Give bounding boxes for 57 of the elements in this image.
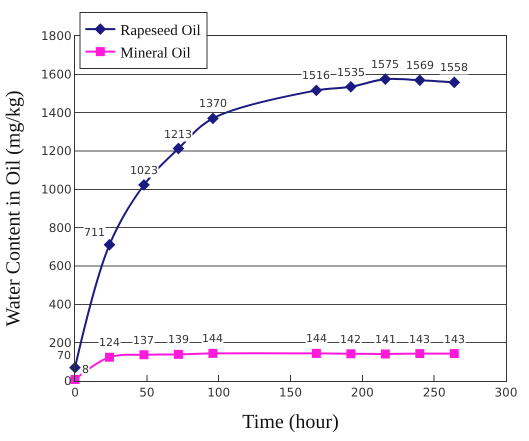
data-label: 143 — [409, 333, 430, 346]
point — [104, 238, 116, 251]
x-tick-label: 250 — [422, 385, 446, 400]
point — [450, 349, 459, 358]
data-label: 1516 — [302, 69, 330, 82]
data-label: 1535 — [337, 66, 365, 79]
data-label: 143 — [444, 333, 465, 346]
x-tick-label: 300 — [494, 385, 518, 400]
x-tick-label: 50 — [139, 385, 154, 400]
legend-label: Mineral Oil — [120, 45, 191, 62]
point — [172, 142, 184, 154]
data-label: 70 — [57, 349, 71, 362]
data-label: 1575 — [371, 58, 399, 71]
x-tick-label: 200 — [350, 385, 374, 400]
data-label: 1569 — [406, 59, 434, 72]
point — [138, 179, 150, 191]
point — [448, 76, 460, 88]
data-label: 1213 — [164, 128, 192, 141]
x-tick-label: 150 — [279, 385, 302, 400]
y-tick-label: 1800 — [41, 29, 72, 44]
data-label: 141 — [375, 333, 396, 346]
data-label: 137 — [133, 334, 154, 347]
point — [310, 84, 322, 96]
data-label: 144 — [306, 332, 327, 345]
point — [344, 80, 357, 93]
y-tick-label: 1200 — [41, 144, 72, 158]
point — [207, 112, 219, 124]
data-label: 8 — [82, 363, 89, 376]
point — [379, 73, 392, 85]
data-label: 1023 — [130, 164, 158, 177]
point — [139, 350, 148, 360]
data-label: 139 — [168, 333, 189, 346]
y-tick-label: 1600 — [41, 68, 72, 82]
point — [346, 349, 356, 358]
data-label: 1370 — [199, 97, 227, 110]
x-axis-title: Time (hour) — [242, 410, 339, 433]
point — [208, 348, 218, 358]
data-label: 144 — [202, 332, 223, 345]
y-tick-label: 1000 — [41, 182, 72, 197]
y-tick-label: 600 — [48, 259, 72, 274]
y-tick-label: 200 — [48, 336, 72, 350]
point — [104, 352, 114, 362]
point — [414, 74, 426, 86]
point — [174, 350, 183, 359]
legend-label: Rapeseed Oil — [120, 22, 201, 39]
point — [415, 349, 424, 358]
y-axis-title: Water Content in Oil (mg/kg) — [2, 90, 25, 327]
x-tick-label: 100 — [207, 385, 230, 400]
data-label: 711 — [84, 226, 105, 239]
data-label: 124 — [99, 336, 120, 349]
y-tick-label: 800 — [48, 220, 72, 235]
y-tick-label: 400 — [48, 298, 72, 312]
point — [312, 348, 321, 358]
point — [380, 349, 390, 358]
data-label: 142 — [340, 333, 361, 346]
y-tick-label: 1400 — [41, 106, 72, 120]
data-label: 1558 — [440, 61, 468, 74]
